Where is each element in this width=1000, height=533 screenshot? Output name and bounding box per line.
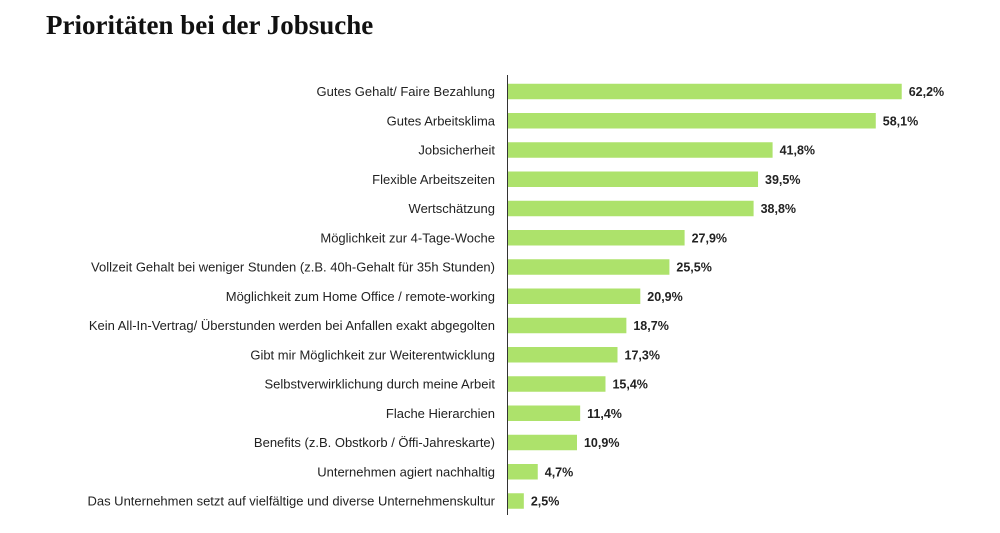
category-label: Flexible Arbeitszeiten <box>372 172 495 187</box>
category-label: Vollzeit Gehalt bei weniger Stunden (z.B… <box>91 260 495 275</box>
category-label: Unternehmen agiert nachhaltig <box>317 464 495 479</box>
value-label: 18,7% <box>633 319 668 333</box>
value-label: 15,4% <box>612 378 647 392</box>
value-label: 39,5% <box>765 173 800 187</box>
bar <box>508 171 759 187</box>
bar <box>508 405 581 421</box>
category-label: Möglichkeit zur 4-Tage-Woche <box>320 230 495 245</box>
value-label: 17,3% <box>625 348 660 362</box>
category-label: Flache Hierarchien <box>386 406 495 421</box>
value-label: 58,1% <box>883 114 918 128</box>
bar <box>508 113 876 129</box>
bar <box>508 83 902 100</box>
value-label: 41,8% <box>780 144 815 158</box>
bar <box>508 230 685 246</box>
value-label: 20,9% <box>647 290 682 304</box>
bar <box>508 288 641 304</box>
chart-title: Prioritäten bei der Jobsuche <box>46 10 374 40</box>
category-label: Gibt mir Möglichkeit zur Weiterentwicklu… <box>250 347 495 362</box>
bar <box>508 200 754 217</box>
bar <box>508 493 524 509</box>
bar <box>508 464 538 480</box>
category-label: Das Unternehmen setzt auf vielfältige un… <box>87 494 495 509</box>
bar <box>508 259 670 275</box>
category-label: Selbstverwirklichung durch meine Arbeit <box>265 377 496 392</box>
value-label: 25,5% <box>676 261 711 275</box>
category-label: Kein All-In-Vertrag/ Überstunden werden … <box>89 318 495 333</box>
value-label: 11,4% <box>587 407 622 421</box>
value-label: 27,9% <box>692 231 727 245</box>
bar <box>508 347 618 363</box>
category-label: Möglichkeit zum Home Office / remote-wor… <box>226 289 495 304</box>
category-label: Benefits (z.B. Obstkorb / Öffi-Jahreskar… <box>254 435 495 450</box>
value-label: 2,5% <box>531 495 560 509</box>
category-label: Gutes Gehalt/ Faire Bezahlung <box>317 84 496 99</box>
bar <box>508 317 627 334</box>
bar <box>508 376 606 392</box>
category-label: Gutes Arbeitsklima <box>387 113 496 128</box>
value-label: 38,8% <box>761 202 796 216</box>
value-label: 10,9% <box>584 436 619 450</box>
value-label: 4,7% <box>545 465 574 479</box>
bar <box>508 434 577 451</box>
value-label: 62,2% <box>909 85 944 99</box>
bar <box>508 142 773 158</box>
category-label: Wertschätzung <box>409 201 495 216</box>
category-label: Jobsicherheit <box>418 143 495 158</box>
